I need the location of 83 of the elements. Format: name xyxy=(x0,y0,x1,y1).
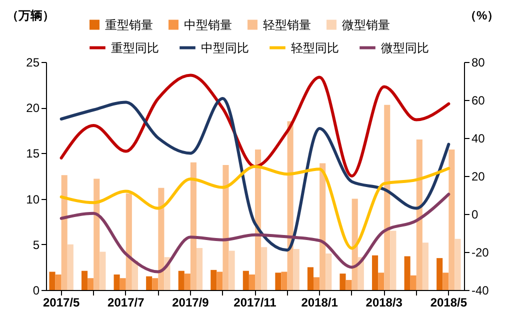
bar xyxy=(126,193,132,290)
legend-label: 轻型销量 xyxy=(263,18,311,32)
bar xyxy=(132,260,138,290)
y2-tick-label: 20 xyxy=(472,170,486,184)
bar xyxy=(442,272,449,290)
bar xyxy=(88,278,94,290)
bar xyxy=(307,267,314,290)
bar xyxy=(326,254,332,290)
bar xyxy=(352,198,358,290)
y2-tick-label: 0 xyxy=(472,208,478,222)
x-tick-label: 2017/9 xyxy=(172,296,210,310)
bar xyxy=(346,280,352,290)
bar xyxy=(94,178,100,290)
bar xyxy=(275,272,282,290)
line-series xyxy=(60,96,450,252)
bar xyxy=(178,270,184,290)
y2-tick-label: -20 xyxy=(472,246,490,260)
y-tick-label: 15 xyxy=(26,146,40,161)
bar xyxy=(100,252,106,290)
y2-tick-label: 60 xyxy=(472,94,486,108)
bar xyxy=(114,274,120,290)
y2-tick-label: 80 xyxy=(472,56,486,70)
bar xyxy=(410,275,416,290)
y-tick-label: 10 xyxy=(26,192,40,206)
legend-label: 微型销量 xyxy=(342,18,390,32)
bar xyxy=(146,276,152,290)
bar xyxy=(390,230,396,290)
bar xyxy=(281,272,288,290)
legend-label: 中型销量 xyxy=(184,18,232,32)
bar xyxy=(67,244,74,290)
bar xyxy=(340,274,346,290)
bar xyxy=(314,277,320,290)
x-tick-label: 2018/3 xyxy=(366,296,403,310)
bar xyxy=(248,274,255,290)
bar xyxy=(120,278,126,290)
line-series xyxy=(60,165,450,250)
y-tick-label: 0 xyxy=(32,284,40,298)
line-series xyxy=(60,192,450,274)
bar xyxy=(422,242,428,290)
bar xyxy=(454,238,461,290)
legend-label: 轻型同比 xyxy=(291,40,339,55)
bar xyxy=(49,272,56,290)
bar xyxy=(255,150,262,290)
bar xyxy=(196,248,203,290)
bar xyxy=(210,270,217,290)
legend-label: 重型同比 xyxy=(111,40,159,55)
bar xyxy=(378,272,384,290)
bar xyxy=(320,163,326,290)
x-tick-label: 2018/5 xyxy=(430,296,468,310)
bar xyxy=(216,272,223,290)
line-series xyxy=(60,74,450,178)
bar xyxy=(55,274,62,290)
bar xyxy=(293,248,300,290)
y2-axis-title: （%） xyxy=(464,8,500,22)
y2-tick-label: -40 xyxy=(472,284,490,298)
legend-label: 微型同比 xyxy=(381,40,429,55)
x-tick-label: 2017/5 xyxy=(42,296,80,310)
bar xyxy=(261,247,268,290)
legend-label: 中型同比 xyxy=(201,40,249,55)
bar xyxy=(152,278,158,290)
bar xyxy=(184,274,190,290)
bar xyxy=(222,165,229,290)
bar xyxy=(372,255,378,290)
x-tick-label: 2018/1 xyxy=(301,296,338,310)
y-tick-label: 20 xyxy=(26,101,40,116)
x-tick-label: 2017/7 xyxy=(108,296,145,310)
bar xyxy=(158,188,164,290)
bar xyxy=(384,104,390,290)
bar xyxy=(82,270,88,290)
y2-tick-label: 40 xyxy=(472,132,486,146)
bar xyxy=(61,175,68,290)
y-tick-label: 5 xyxy=(32,238,40,252)
bar xyxy=(404,256,410,290)
y-axis-title: （万辆） xyxy=(6,8,54,22)
bar xyxy=(448,150,455,290)
x-tick-label: 2017/11 xyxy=(234,296,277,310)
bar xyxy=(228,250,235,290)
bar xyxy=(190,162,196,290)
bar xyxy=(416,140,422,290)
legend-label: 重型销量 xyxy=(105,18,153,32)
bar xyxy=(242,270,249,290)
bar xyxy=(436,258,443,290)
y-tick-label: 25 xyxy=(26,56,40,70)
